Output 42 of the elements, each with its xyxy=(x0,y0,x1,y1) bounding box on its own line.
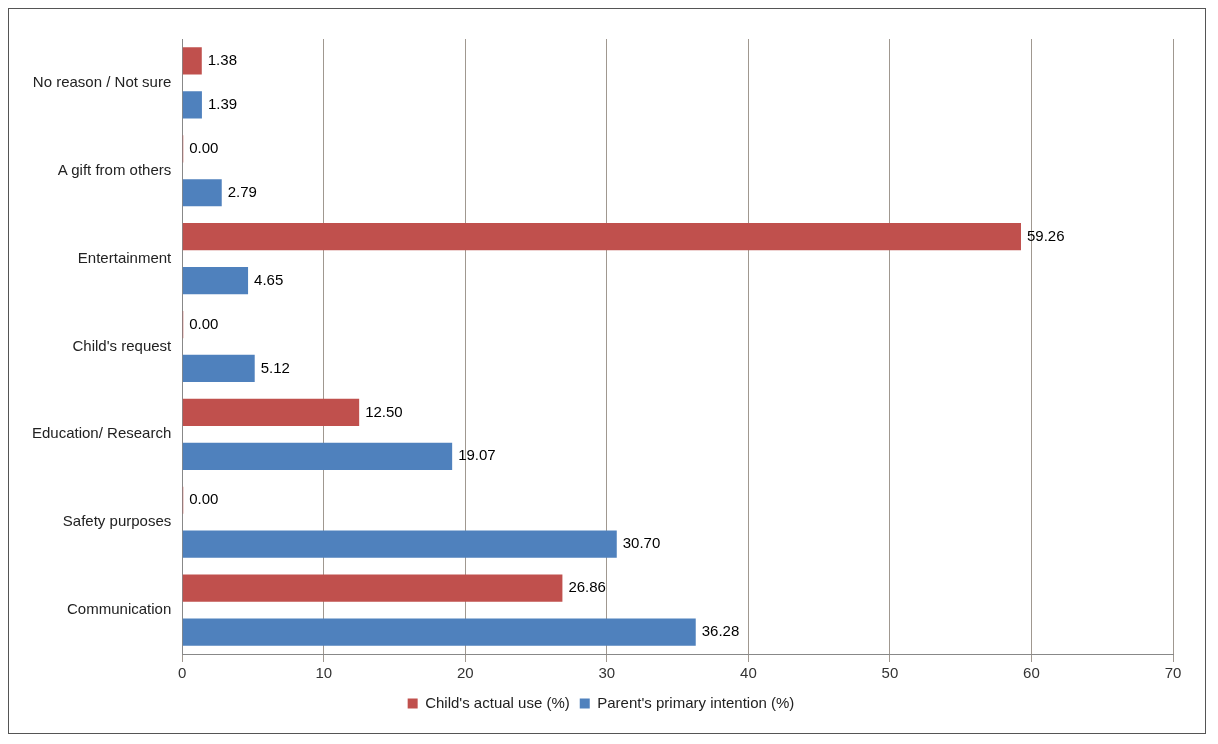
x-tick-label: 40 xyxy=(740,664,757,682)
data-label: 19.07 xyxy=(458,446,496,464)
data-label: 1.38 xyxy=(207,51,237,69)
y-tick-label: Child's request xyxy=(72,336,173,354)
bar xyxy=(182,47,202,75)
bar xyxy=(182,618,696,646)
x-tick-label: 10 xyxy=(315,664,333,682)
y-tick-label: Communication xyxy=(67,600,172,618)
bar xyxy=(182,530,617,558)
x-tick-label: 30 xyxy=(598,664,616,682)
y-tick-label: No reason / Not sure xyxy=(32,73,172,91)
data-label: 36.28 xyxy=(701,622,740,640)
y-tick-label: Entertainment xyxy=(77,248,173,266)
x-tick-label: 60 xyxy=(1023,664,1040,682)
data-label: 4.65 xyxy=(254,270,284,288)
y-tick-label: A gift from others xyxy=(57,160,172,178)
bar xyxy=(182,223,1021,251)
y-tick-label: Education/ Research xyxy=(32,424,172,442)
x-tick-label: 20 xyxy=(456,664,474,682)
data-label: 59.26 xyxy=(1026,226,1065,244)
legend-label: Parent's primary intention (%) xyxy=(597,693,795,711)
bar xyxy=(182,398,360,427)
x-tick-label: 50 xyxy=(881,664,899,682)
bar xyxy=(182,354,255,383)
data-label: 12.50 xyxy=(365,402,403,420)
data-label: 26.86 xyxy=(568,578,606,596)
bar xyxy=(182,179,222,207)
data-label: 0.00 xyxy=(189,490,219,508)
data-label: 0.00 xyxy=(189,314,219,332)
x-tick-label: 70 xyxy=(1164,664,1182,682)
bar xyxy=(182,574,563,602)
x-tick-label: 0 xyxy=(178,664,187,682)
data-label: 1.39 xyxy=(207,95,238,113)
data-label: 30.70 xyxy=(622,534,661,552)
bar xyxy=(182,266,249,295)
bar xyxy=(182,442,453,470)
bar xyxy=(182,91,202,119)
data-label: 0.00 xyxy=(189,138,219,156)
data-label: 2.79 xyxy=(227,182,257,200)
data-label: 5.12 xyxy=(260,358,290,376)
legend-label: Child's actual use (%) xyxy=(425,693,570,711)
y-tick-label: Safety purposes xyxy=(62,512,172,530)
